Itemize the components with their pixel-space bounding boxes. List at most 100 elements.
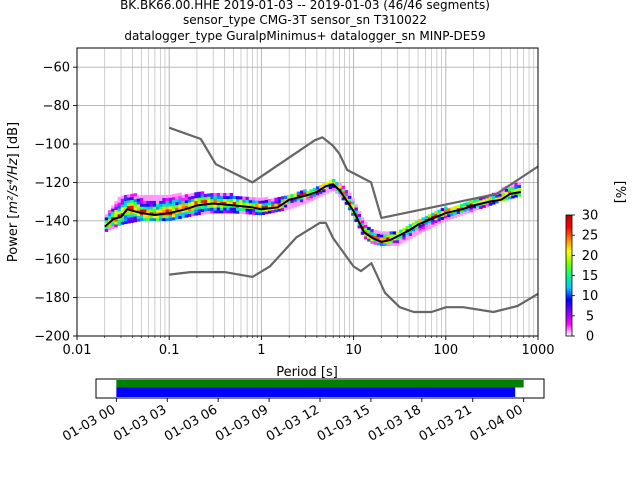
density-cell (123, 218, 128, 222)
density-cell (373, 232, 378, 237)
density-cell (411, 228, 416, 232)
density-cell (495, 194, 499, 198)
density-cell (392, 242, 397, 247)
density-cell (143, 203, 147, 207)
density-cell (427, 220, 432, 224)
density-cell (184, 197, 189, 201)
density-cell (255, 208, 259, 213)
density-cell (351, 212, 355, 216)
density-cell (133, 201, 138, 206)
density-cell (376, 233, 381, 237)
density-cell (120, 218, 125, 222)
density-cell (415, 226, 419, 230)
density-cell (232, 201, 237, 205)
density-cell (463, 208, 467, 212)
density-cell (111, 208, 115, 212)
density-cell (184, 214, 189, 218)
density-cell (360, 220, 365, 224)
density-cell (303, 200, 307, 205)
density-cell (354, 204, 358, 208)
density-cell (123, 197, 128, 202)
density-cell (216, 210, 221, 214)
density-cell (171, 193, 176, 198)
density-cell (123, 220, 128, 225)
density-cell (437, 209, 442, 213)
density-cell (466, 204, 470, 208)
density-cell (120, 207, 125, 211)
density-cell (315, 186, 320, 190)
density-cell (210, 210, 214, 214)
density-cell (405, 231, 410, 235)
density-cell (133, 216, 138, 220)
density-cell (402, 227, 406, 231)
density-cell (114, 218, 118, 222)
colorbar-tick-label: 5 (586, 309, 594, 324)
density-cell (219, 210, 224, 214)
density-cell (251, 200, 256, 204)
density-cell (232, 210, 237, 214)
density-cell (184, 205, 189, 209)
density-cell (376, 230, 381, 234)
density-cell (383, 242, 387, 247)
density-cell (210, 207, 214, 211)
density-cell (293, 192, 298, 196)
density-cell (127, 197, 131, 201)
density-cell (133, 196, 138, 200)
density-cell (363, 221, 368, 225)
density-cell (408, 224, 413, 228)
density-cell (117, 196, 122, 200)
density-cell (363, 224, 368, 228)
density-cell (309, 195, 314, 199)
density-cell (146, 206, 150, 210)
density-cell (357, 210, 362, 215)
density-cell (472, 199, 477, 203)
x-tick-label: 10 (345, 343, 362, 358)
density-cell (299, 202, 304, 206)
density-cell (450, 212, 454, 217)
density-cell (258, 209, 262, 213)
density-cell (168, 214, 173, 218)
density-cell (136, 195, 141, 199)
density-cell (210, 204, 214, 208)
density-cell (210, 193, 214, 197)
density-cell (443, 218, 448, 222)
density-cell (175, 196, 179, 200)
density-cell (139, 200, 144, 204)
density-cell (117, 208, 122, 212)
density-cell (315, 194, 320, 199)
density-cell (290, 193, 294, 198)
density-cell (421, 217, 426, 221)
density-cell (261, 208, 266, 213)
density-cell (312, 196, 317, 200)
density-cell (450, 215, 454, 219)
density-cell (431, 218, 435, 222)
density-cell (162, 197, 166, 201)
density-cell (178, 195, 182, 199)
density-cell (133, 198, 138, 203)
density-cell (191, 201, 195, 205)
density-cell (171, 202, 176, 206)
density-cell (117, 199, 122, 203)
density-cell (386, 231, 390, 235)
density-cell (219, 192, 224, 197)
density-cell (159, 194, 163, 199)
density-cell (395, 240, 400, 244)
density-cell (168, 203, 173, 207)
density-cell (104, 214, 109, 218)
density-cell (319, 193, 323, 197)
colorbar-gradient (565, 214, 573, 337)
density-cell (376, 242, 381, 246)
density-cell (383, 231, 387, 235)
density-cell (159, 209, 163, 213)
density-cell (239, 196, 243, 200)
colorbar-label: [%] (612, 181, 627, 204)
density-cell (149, 194, 154, 199)
density-cell (191, 210, 195, 214)
density-cell (223, 207, 227, 211)
density-cell (143, 217, 147, 222)
density-cell (235, 201, 240, 206)
density-cell (418, 230, 422, 234)
density-cell (178, 207, 182, 211)
density-cell (421, 228, 426, 233)
density-cell (437, 215, 442, 219)
